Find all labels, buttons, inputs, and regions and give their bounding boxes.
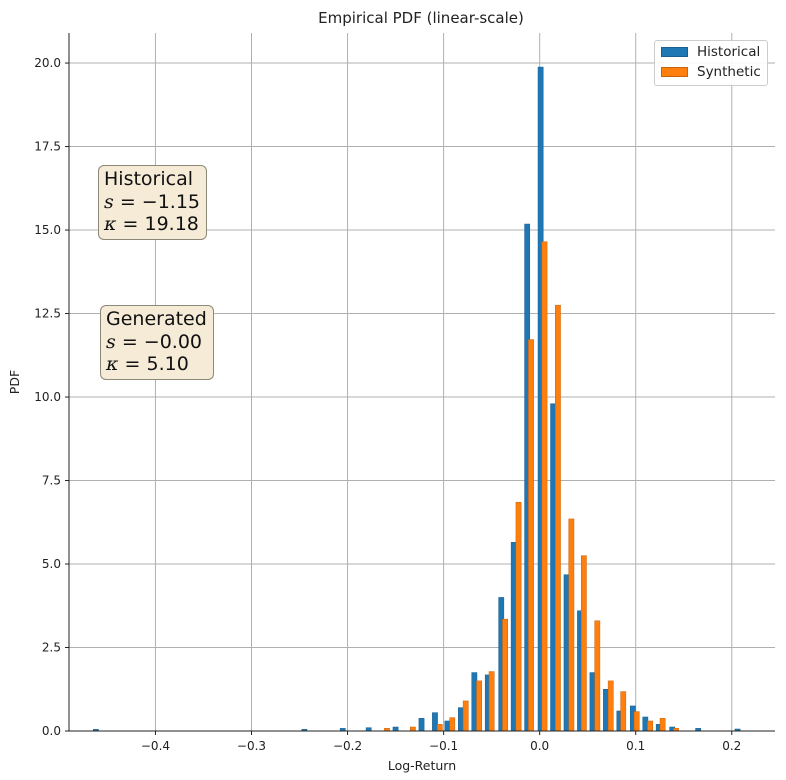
x-tick-label: −0.2 — [333, 739, 362, 753]
bar-synthetic — [659, 718, 666, 732]
x-tick-label: −0.4 — [141, 739, 170, 753]
bar-historical — [432, 712, 438, 732]
x-tick-label: 0.2 — [722, 739, 741, 753]
historical-skewness: s = −1.15 — [104, 190, 200, 213]
bar-historical — [589, 672, 596, 732]
historical-kurtosis: κ = 19.18 — [104, 213, 199, 235]
bar-synthetic — [502, 618, 508, 732]
bar-synthetic — [462, 700, 469, 732]
bar-synthetic — [620, 691, 627, 732]
bar-synthetic — [476, 680, 483, 732]
x-tick-label: 0.0 — [530, 739, 549, 753]
y-tick-label: 12.5 — [34, 307, 61, 321]
historical-stats-title: Historical — [104, 168, 193, 190]
bar-synthetic — [580, 555, 587, 732]
bar-synthetic — [633, 711, 640, 732]
bar-historical — [471, 672, 478, 732]
bar-synthetic — [515, 501, 522, 732]
ticks: −0.4 −0.3 −0.2 −0.1 0.0 0.1 0.2 0.0 2.5 5.0 7.5 10.… — [34, 56, 741, 753]
x-tick-label: 0.1 — [626, 739, 645, 753]
bar-synthetic — [449, 717, 456, 732]
bar-synthetic — [607, 680, 614, 732]
y-tick-label: 0.0 — [42, 724, 61, 738]
bar-synthetic — [647, 720, 653, 732]
generated-stats-box: Generated s = −0.00 κ = 5.10 — [100, 305, 214, 380]
bar-historical — [458, 707, 464, 732]
chart-title: Empirical PDF (linear-scale) — [318, 9, 524, 27]
generated-skewness: s = −0.00 — [106, 330, 202, 353]
bar-synthetic — [541, 241, 548, 732]
y-tick-label: 5.0 — [42, 557, 61, 571]
bar-historical — [444, 720, 451, 732]
bars — [93, 66, 741, 732]
bar-synthetic — [594, 620, 601, 732]
bar-historical — [392, 726, 399, 732]
x-tick-label: −0.1 — [429, 739, 458, 753]
bar-synthetic — [555, 304, 561, 732]
bar-historical — [418, 718, 425, 732]
generated-kurtosis: κ = 5.10 — [106, 353, 189, 375]
legend: Historical Synthetic — [654, 40, 768, 86]
bar-synthetic — [488, 671, 495, 732]
y-tick-label: 20.0 — [34, 56, 61, 70]
bar-synthetic — [528, 339, 534, 732]
x-axis-label: Log-Return — [388, 758, 456, 773]
bar-synthetic — [568, 518, 575, 732]
y-tick-label: 7.5 — [42, 474, 61, 488]
legend-swatch-historical — [661, 47, 688, 57]
x-tick-label: −0.3 — [237, 739, 266, 753]
y-tick-label: 10.0 — [34, 390, 61, 404]
bar-historical — [563, 574, 570, 732]
legend-swatch-synthetic — [661, 67, 688, 77]
bar-synthetic — [436, 724, 443, 732]
y-tick-label: 2.5 — [42, 641, 61, 655]
legend-item-synthetic: Synthetic — [661, 63, 761, 81]
bar-historical — [642, 716, 649, 732]
bar-historical — [510, 542, 517, 732]
legend-label-historical: Historical — [697, 44, 761, 60]
bar-synthetic — [410, 726, 416, 732]
historical-stats-box: Historical s = −1.15 κ = 19.18 — [98, 165, 207, 240]
legend-item-historical: Historical — [661, 43, 760, 61]
y-axis-label: PDF — [7, 370, 22, 394]
y-tick-label: 17.5 — [34, 140, 61, 154]
bar-historical — [550, 403, 556, 732]
bar-historical — [365, 727, 372, 732]
axes — [68, 33, 775, 732]
generated-stats-title: Generated — [106, 308, 207, 330]
bar-historical — [603, 689, 609, 732]
legend-label-synthetic: Synthetic — [697, 64, 761, 80]
y-tick-label: 15.0 — [34, 223, 61, 237]
grid-lines — [69, 33, 775, 732]
